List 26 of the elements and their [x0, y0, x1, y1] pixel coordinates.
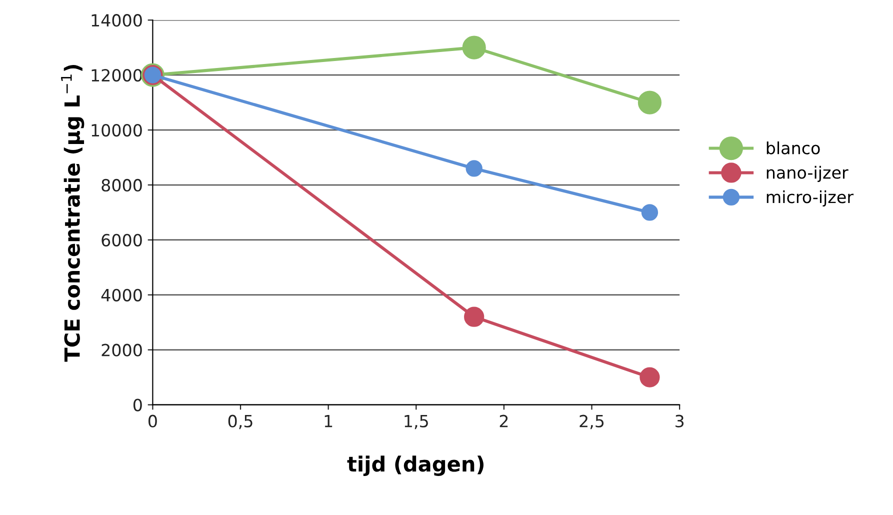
y-tick-label: 0 — [133, 398, 142, 412]
y-axis-title: TCE concentratie (µg L$^{−1}$) — [61, 64, 84, 362]
point — [466, 160, 482, 177]
x-tick-label: 2,5 — [580, 414, 604, 430]
y-tick-label: 4000 — [101, 288, 142, 302]
x-tick-label: 3 — [676, 414, 684, 428]
point — [641, 204, 658, 221]
y-tick-label: 10000 — [92, 124, 142, 137]
y-tick-label: 14000 — [92, 14, 142, 27]
y-tick-label: 8000 — [102, 178, 142, 192]
y-tick-label: 12000 — [92, 69, 142, 82]
y-tick-label: 6000 — [102, 234, 142, 246]
x-tick-label: 2 — [500, 414, 508, 428]
x-tick-label: 1,5 — [404, 415, 428, 430]
point — [462, 36, 486, 60]
x-tick-label: 0 — [148, 414, 157, 428]
point — [464, 306, 484, 327]
y-tick-label: 2000 — [102, 344, 142, 356]
point — [640, 367, 660, 388]
legend-label: blanco — [766, 141, 820, 154]
legend-label: micro-ijzer — [766, 190, 854, 206]
x-tick-label: 1 — [324, 415, 332, 428]
legend-label: nano-ijzer — [766, 166, 848, 182]
point — [638, 90, 662, 114]
x-axis-title: tijd (dagen) — [347, 456, 484, 476]
x-tick-label: 0,5 — [228, 414, 252, 430]
